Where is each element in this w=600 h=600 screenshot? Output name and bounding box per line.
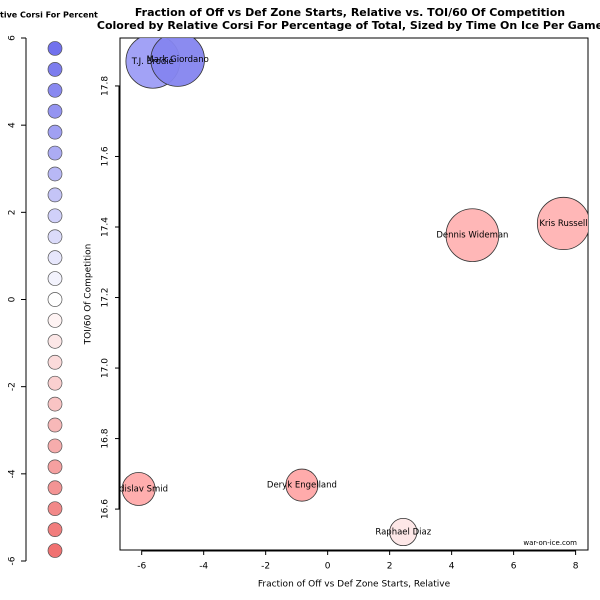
y-tick-label: 17.4 <box>101 217 111 237</box>
y-tick-label: 16.8 <box>101 428 111 448</box>
legend-tick-label: 4 <box>8 122 18 128</box>
legend-swatch <box>47 292 63 307</box>
legend-swatch <box>47 82 63 98</box>
y-axis-label: TOI/60 Of Competition <box>84 244 94 346</box>
legend-tick-label: -2 <box>8 382 18 391</box>
bubble <box>121 472 156 506</box>
chart-title: Fraction of Off vs Def Zone Starts, Rela… <box>135 6 565 19</box>
legend-swatch <box>47 187 63 203</box>
legend-swatch <box>47 62 63 77</box>
x-axis-label: Fraction of Off vs Def Zone Starts, Rela… <box>258 580 451 590</box>
x-tick-label: 0 <box>325 562 331 572</box>
point-label: Dennis Wideman <box>436 231 508 241</box>
x-tick-label: -6 <box>137 562 146 572</box>
point-label: Kris Russell <box>539 219 587 229</box>
x-tick-label: 4 <box>449 562 455 572</box>
legend-swatch <box>47 145 63 161</box>
point-label: Ladislav Smid <box>109 484 168 494</box>
legend-swatch <box>47 333 63 349</box>
legend-tick-label: 0 <box>8 296 18 302</box>
legend-swatch <box>47 208 63 224</box>
point-label: Raphael Diaz <box>375 528 431 538</box>
chart-subtitle: Colored by Relative Corsi For Percentage… <box>97 19 600 32</box>
bubble <box>389 517 418 547</box>
legend-tick-label: 2 <box>8 209 18 215</box>
legend-swatch <box>47 522 63 537</box>
legend-swatch <box>47 313 63 328</box>
legend-tick-label: -4 <box>8 469 18 478</box>
legend-swatch <box>47 501 63 517</box>
legend-swatch <box>47 271 63 286</box>
bubble <box>150 38 205 87</box>
x-tick-label: 8 <box>573 562 579 572</box>
legend-swatch <box>47 103 63 119</box>
legend-swatch <box>47 41 63 56</box>
x-tick-label: 2 <box>387 562 393 572</box>
bubble <box>445 208 500 262</box>
bubble <box>285 468 319 502</box>
legend-swatch <box>47 543 63 558</box>
legend-swatch <box>47 166 63 182</box>
legend-tick-label: -6 <box>8 556 18 565</box>
y-tick-label: 16.6 <box>101 499 111 519</box>
y-tick-label: 17.6 <box>101 146 111 166</box>
legend-swatch <box>47 124 63 140</box>
legend-swatch <box>47 417 63 433</box>
legend-tick-label: 6 <box>8 35 18 41</box>
legend-swatch <box>47 459 63 475</box>
watermark: war-on-ice.com <box>523 539 577 547</box>
point-label: T.J. Brodie <box>131 57 174 67</box>
y-tick-label: 17.8 <box>101 76 111 96</box>
legend-title: tive Corsi For Percent <box>0 11 98 20</box>
x-tick-label: 6 <box>511 562 517 572</box>
y-tick-label: 17.0 <box>101 358 111 378</box>
point-label: Deryk Engelland <box>267 481 337 491</box>
legend-swatch <box>47 396 63 412</box>
x-tick-label: -2 <box>261 562 270 572</box>
plot-frame <box>119 37 589 551</box>
legend-swatch <box>47 480 63 496</box>
legend-swatch <box>47 229 63 245</box>
legend-swatch <box>47 250 63 266</box>
y-tick-label: 17.2 <box>101 288 111 308</box>
legend-swatch <box>47 438 63 454</box>
x-tick-label: -4 <box>199 562 208 572</box>
point-label: Mark Giordano <box>146 55 208 65</box>
bubble <box>536 196 588 251</box>
legend-swatch <box>47 375 63 391</box>
legend-swatch <box>47 354 63 370</box>
